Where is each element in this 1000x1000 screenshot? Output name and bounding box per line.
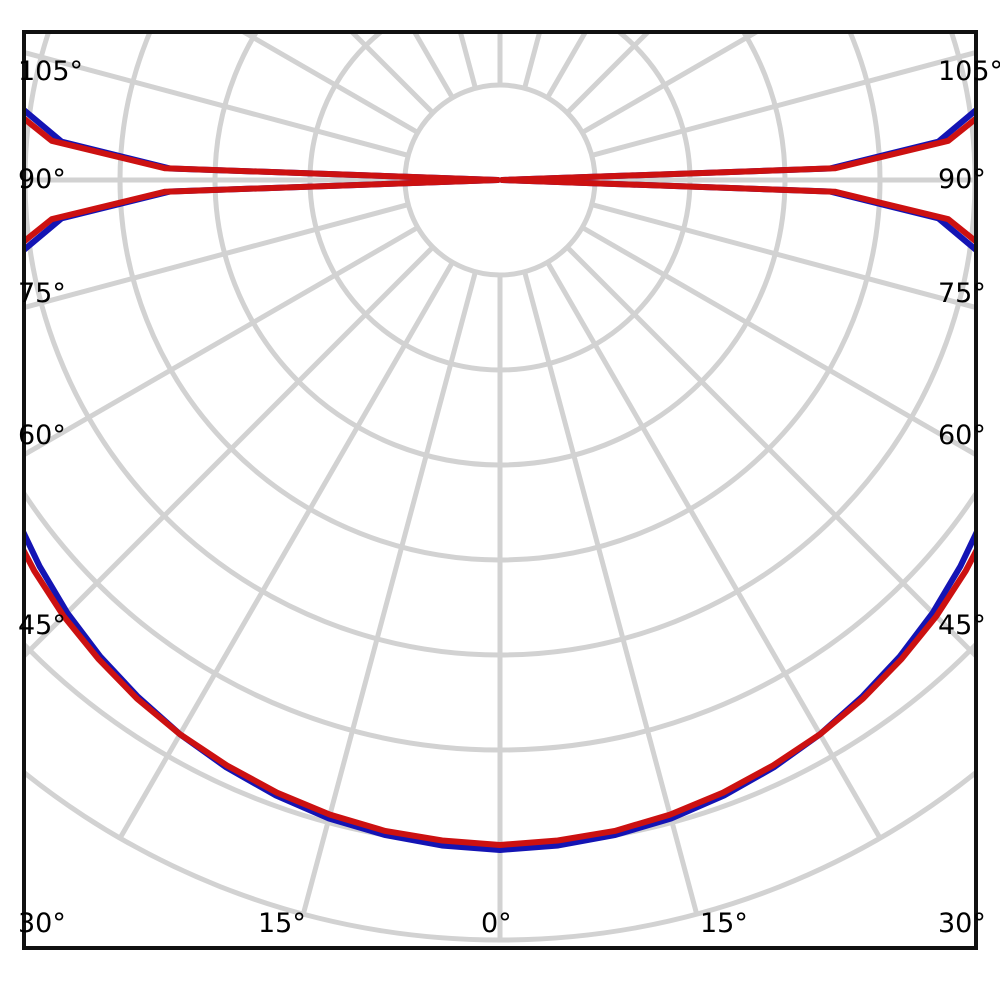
polar-plot-frame [22, 30, 978, 950]
axis-label-left-4: 45° [18, 610, 66, 641]
axis-label-right-1: 90° [938, 164, 986, 195]
axis-label-right-4: 45° [938, 610, 986, 641]
axis-label-right-5: 30° [938, 908, 986, 939]
series-curve-c90-c270 [26, 116, 974, 848]
axis-label-bottom-0: 15° [258, 908, 306, 939]
axis-label-bottom-2: 15° [700, 908, 748, 939]
axis-label-bottom-1: 0° [481, 908, 512, 939]
polar-plot-svg [26, 34, 974, 943]
axis-label-left-1: 90° [18, 164, 66, 195]
polar-series-layer [26, 107, 974, 853]
axis-label-right-3: 60° [938, 420, 986, 451]
axis-label-right-2: 75° [938, 278, 986, 309]
axis-label-left-2: 75° [18, 278, 66, 309]
series-curve-c0-c180 [26, 107, 974, 853]
axis-label-left-3: 60° [18, 420, 66, 451]
axis-label-left-5: 30° [18, 908, 66, 939]
axis-label-right-0: 105° [938, 56, 1000, 87]
axis-label-left-0: 105° [18, 56, 84, 87]
